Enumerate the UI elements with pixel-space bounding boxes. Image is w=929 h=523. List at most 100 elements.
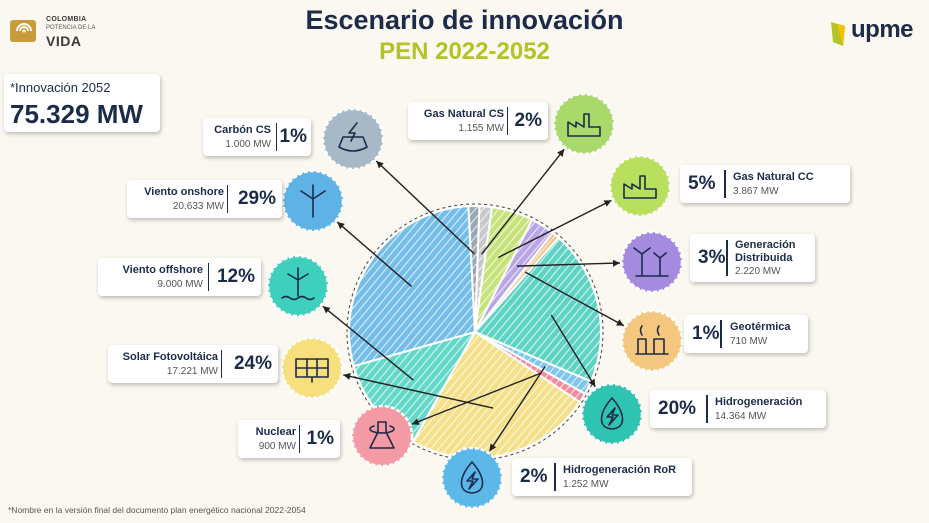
pie-slice-hatch-7 <box>412 332 580 459</box>
label-card-nuclear: Nuclear 900 MW 1% <box>238 420 340 458</box>
slice-percent: 3% <box>698 247 726 268</box>
coal-icon <box>321 107 385 171</box>
logo-left-line1: COLOMBIA <box>46 16 87 23</box>
pie-slice-hatch-1 <box>475 207 533 332</box>
label-card-hidrogeneracion: 20% Hidrogeneración 14.364 MW <box>650 390 826 428</box>
label-card-generacion-distribuida: 3% Generación Distribuida 2.220 MW <box>690 234 815 282</box>
total-capacity-label: *Innovación 2052 <box>10 80 111 95</box>
leader-arrow-7 <box>343 372 351 380</box>
gas-plant-icon <box>552 92 616 156</box>
onshore-wind-icon <box>281 169 345 233</box>
slice-value: 3.867 MW <box>733 186 779 197</box>
slice-percent: 1% <box>692 323 720 344</box>
leader-arrow-5 <box>489 443 497 452</box>
page-subtitle: PEN 2022-2052 <box>379 38 550 65</box>
slice-name: Gas Natural CC <box>733 171 814 183</box>
leader-arrow-8 <box>322 306 331 314</box>
slice-name: Viento onshore <box>144 186 224 198</box>
slice-percent: 1% <box>306 428 334 449</box>
distributed-generation-icon <box>620 230 684 294</box>
upme-logo: upme <box>827 16 921 50</box>
leader-line-5 <box>488 366 546 452</box>
slice-value: 9.000 MW <box>157 279 203 290</box>
slice-value: 1.000 MW <box>225 139 271 150</box>
slice-name: Geotérmica <box>730 321 791 333</box>
solar-panel-icon <box>280 336 344 400</box>
slice-name: Gas Natural CS <box>423 108 504 120</box>
slice-value: 2.220 MW <box>735 266 781 277</box>
leader-line-0 <box>481 148 565 255</box>
leader-arrow-9 <box>337 221 345 230</box>
slice-percent: 2% <box>514 110 542 131</box>
label-card-gas-natural-cc: 5% Gas Natural CC 3.867 MW <box>680 165 850 203</box>
logo-left-line2: POTENCIA DE LA <box>46 25 96 31</box>
leader-line-2 <box>516 262 621 267</box>
slice-value: 1.155 MW <box>458 123 504 134</box>
leader-arrow-0 <box>557 149 565 157</box>
slice-value: 20.633 MW <box>172 201 224 212</box>
logo-left-line3: VIDA <box>46 33 82 49</box>
geothermal-icon <box>620 309 684 373</box>
leader-arrow-4 <box>588 378 596 387</box>
footnote: *Nombre en la versión final del document… <box>8 505 306 515</box>
nuclear-flask-icon <box>350 404 414 468</box>
slice-percent: 24% <box>233 353 272 374</box>
label-card-viento-onshore: Viento onshore 20.633 MW 29% <box>127 180 282 218</box>
slice-percent: 1% <box>279 126 307 147</box>
label-card-geotermica: 1% Geotérmica 710 MW <box>684 315 808 353</box>
slice-value: 14.364 MW <box>715 411 767 422</box>
card-separator <box>726 240 728 276</box>
slice-percent: 20% <box>658 398 697 419</box>
label-card-hidrogeneracion-ror: 2% Hidrogeneración RoR 1.252 MW <box>512 458 692 496</box>
label-card-gas-natural-cs: Gas Natural CS 1.155 MW 2% <box>408 102 548 140</box>
leader-arrow-2 <box>612 259 621 267</box>
card-separator <box>275 123 277 151</box>
gas-plant-icon <box>608 154 672 218</box>
card-separator <box>298 425 300 453</box>
leader-line-7 <box>343 374 494 409</box>
slice-name: Hidrogeneración <box>715 396 803 408</box>
leader-arrow-6 <box>411 418 420 425</box>
slice-value: 17.221 MW <box>166 366 218 377</box>
slice-percent: 29% <box>237 188 276 209</box>
label-card-viento-offshore: Viento offshore 9.000 MW 12% <box>98 258 261 296</box>
offshore-wind-icon <box>266 254 330 318</box>
leader-arrow-10 <box>376 161 384 169</box>
upme-logo-text: upme <box>851 16 914 43</box>
slice-percent: 5% <box>688 173 716 194</box>
leader-line-10 <box>375 160 475 255</box>
leader-line-3 <box>524 271 625 327</box>
slice-percent: 12% <box>216 266 255 287</box>
pie-slice-hatch-9 <box>349 206 475 367</box>
pie-slice-hatch-10 <box>468 206 480 332</box>
total-capacity-box: *Innovación 2052 75.329 MW <box>4 74 160 132</box>
slice-name: Viento offshore <box>122 264 203 276</box>
slice-percent: 2% <box>520 466 548 487</box>
card-separator <box>720 320 722 348</box>
card-separator <box>724 170 726 198</box>
slice-value: 710 MW <box>730 336 768 347</box>
card-separator <box>554 463 556 491</box>
card-separator <box>706 395 708 423</box>
leader-arrow-1 <box>603 200 612 207</box>
upme-logo-icon <box>831 22 845 46</box>
label-card-carbon-cs: Carbón CS 1.000 MW 1% <box>203 118 311 156</box>
leader-line-4 <box>550 314 596 388</box>
page-title: Escenario de innovación <box>305 5 624 35</box>
slice-name: Carbón CS <box>214 124 271 136</box>
slice-name: Solar Fotovoltáica <box>122 351 218 363</box>
slice-name: Nuclear <box>255 426 296 438</box>
colombia-logo: COLOMBIA POTENCIA DE LA VIDA <box>8 12 118 52</box>
card-separator <box>207 263 209 291</box>
label-card-solar-fotovoltaica: Solar Fotovoltáica 17.221 MW 24% <box>108 345 278 383</box>
leader-line-8 <box>322 305 414 381</box>
card-separator <box>220 350 222 378</box>
pie-slice-hatch-2 <box>475 219 553 332</box>
slice-value: 1.252 MW <box>563 479 609 490</box>
leader-line-1 <box>498 199 612 259</box>
total-capacity-value: 75.329 MW <box>10 99 143 129</box>
leader-line-6 <box>411 372 542 425</box>
colombia-logo-icon <box>10 20 36 42</box>
slice-value: 900 MW <box>258 441 296 452</box>
